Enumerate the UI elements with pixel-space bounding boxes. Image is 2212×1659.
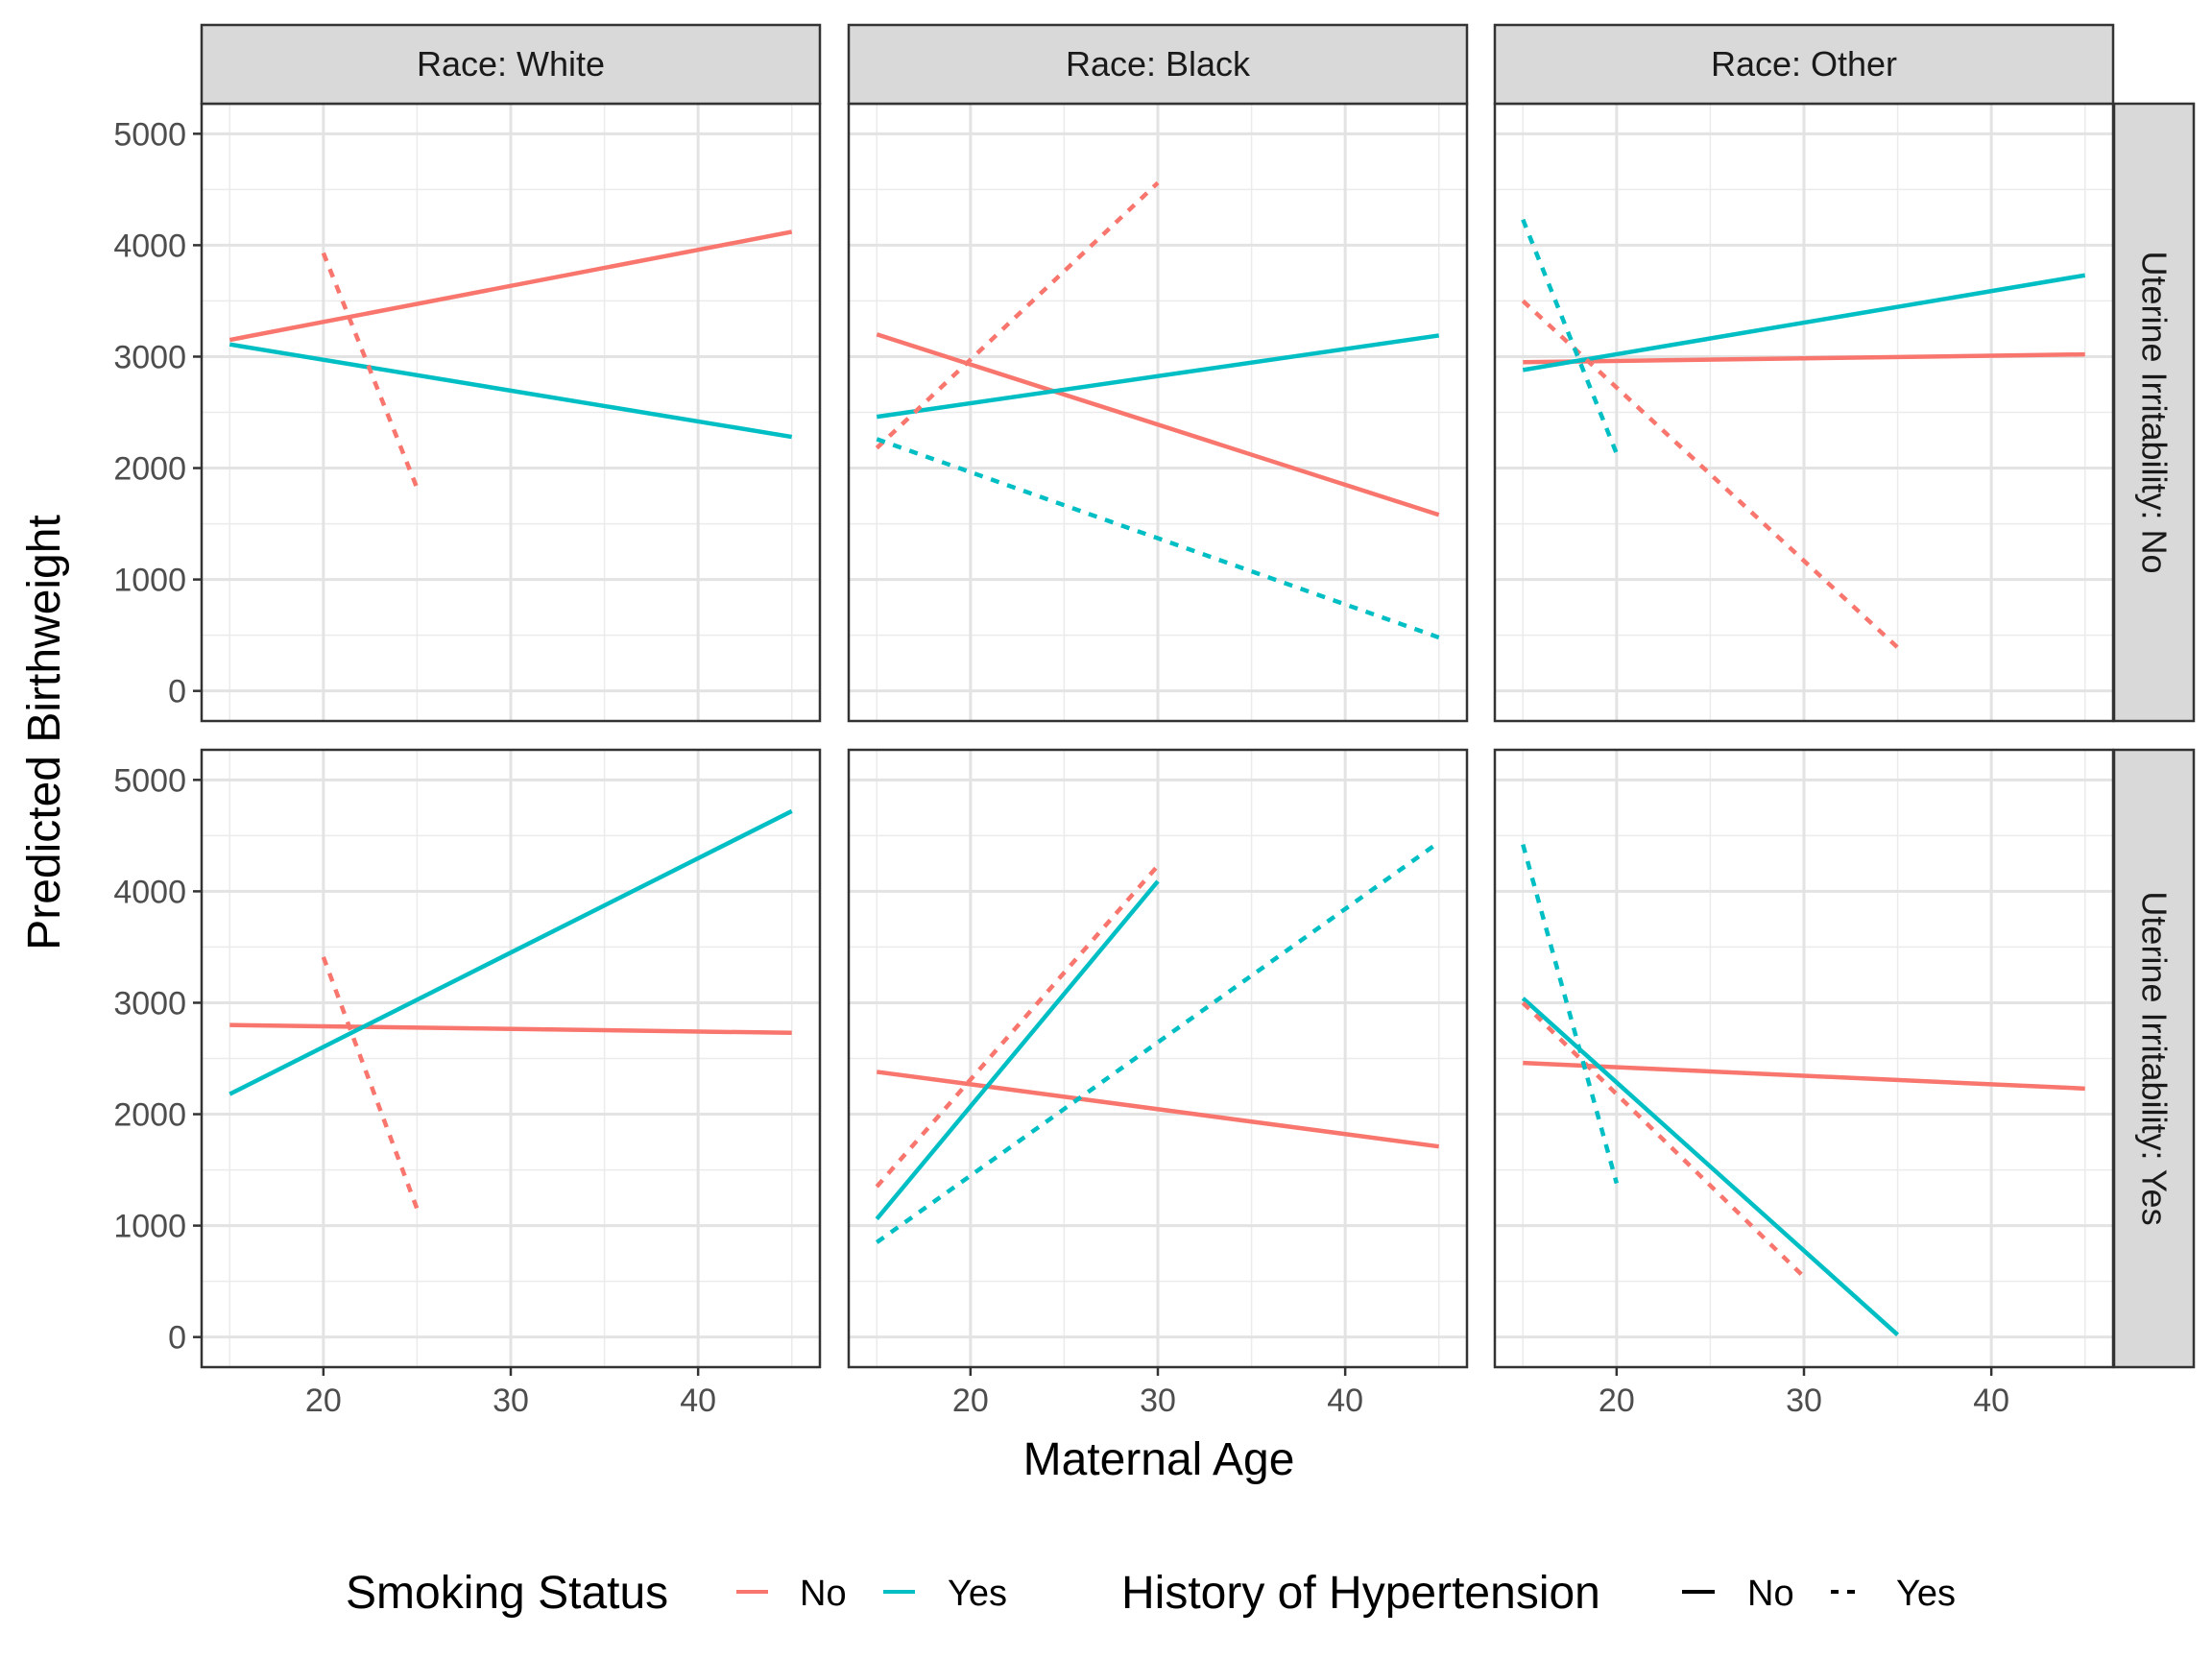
series-line-smoking-no-hypertension-no	[1523, 351, 2085, 365]
row-strip-1: Uterine Irritability: Yes	[2112, 748, 2196, 1369]
series-line-smoking-yes-hypertension-yes	[1521, 844, 1620, 1185]
legend: Smoking Status No Yes History of Hyperte…	[346, 1568, 1956, 1619]
y-tick-label: 1000	[113, 1209, 186, 1245]
x-tick-label: 40	[1973, 1382, 2009, 1419]
series-line-smoking-no-hypertension-yes	[321, 252, 420, 490]
column-strip-0: Race: White	[200, 23, 822, 106]
series-line-smoking-no-hypertension-yes	[1521, 1000, 1806, 1279]
panel-r1-c2	[1493, 748, 2115, 1369]
column-strip-1: Race: Black	[847, 23, 1469, 106]
axes: 0 1000 2000 3000 4000 5000 0 1000 2000 3000 4000 50…	[113, 116, 2009, 1419]
y-tick-label: 3000	[113, 985, 186, 1022]
strip-background	[1493, 23, 2115, 106]
series-line-smoking-no-hypertension-yes	[875, 180, 1160, 450]
y-tick-label: 5000	[113, 116, 186, 153]
strip-background	[2112, 102, 2196, 723]
x-tick-label: 20	[952, 1382, 989, 1419]
series-line-smoking-yes-hypertension-yes	[875, 840, 1441, 1244]
series-line-smoking-yes-hypertension-no	[876, 333, 1440, 420]
legend-label-smoking-no: No	[800, 1574, 847, 1614]
panel-r0-c1	[847, 102, 1469, 723]
y-axis-title: Predicted Birthweight	[19, 515, 70, 950]
y-tick-label: 4000	[113, 228, 186, 264]
y-tick-label: 2000	[113, 451, 186, 488]
strip-label: Uterine Irritability: Yes	[2135, 891, 2175, 1225]
series-line-smoking-no-hypertension-no	[1523, 1060, 2085, 1092]
column-strip-2: Race: Other	[1493, 23, 2115, 106]
x-tick-label: 30	[493, 1382, 529, 1419]
y-tick-label: 5000	[113, 762, 186, 799]
series-line-smoking-yes-hypertension-no	[1522, 273, 2086, 373]
strip-label: Race: White	[417, 44, 605, 84]
series-line-smoking-yes-hypertension-no	[228, 808, 793, 1096]
y-tick-label: 1000	[113, 563, 186, 599]
y-tick-label: 4000	[113, 874, 186, 910]
panels	[200, 102, 2115, 1369]
y-tick-label: 3000	[113, 339, 186, 375]
panel-r1-c1	[847, 748, 1469, 1369]
series-line-smoking-no-hypertension-no	[876, 1070, 1440, 1149]
x-tick-label: 20	[1599, 1382, 1635, 1419]
y-tick-label: 0	[168, 674, 186, 710]
y-tick-label: 2000	[113, 1097, 186, 1134]
strip-label: Uterine Irritability: No	[2135, 251, 2175, 573]
legend-title-hypertension: History of Hypertension	[1121, 1568, 1600, 1619]
series-line-smoking-yes-hypertension-yes	[876, 437, 1440, 640]
series-line-smoking-no-hypertension-yes	[875, 864, 1160, 1189]
series-line-smoking-yes-hypertension-no	[875, 879, 1160, 1221]
row-strip-0: Uterine Irritability: No	[2112, 102, 2196, 723]
x-tick-label: 40	[1327, 1382, 1363, 1419]
x-axis-title: Maternal Age	[1023, 1434, 1295, 1485]
facet-strips: Race: White Race: Black Race: Other Uterine…	[200, 23, 2196, 1369]
series-line-smoking-no-hypertension-no	[876, 332, 1440, 517]
strip-label: Race: Black	[1066, 44, 1251, 84]
series-line-smoking-yes-hypertension-no	[1521, 997, 1900, 1337]
series-line-smoking-no-hypertension-no	[229, 1022, 792, 1036]
strip-background	[847, 23, 1469, 106]
legend-title-smoking: Smoking Status	[346, 1568, 668, 1619]
series-line-smoking-yes-hypertension-yes	[1521, 218, 1619, 455]
legend-label-hypertension-yes: Yes	[1896, 1574, 1956, 1614]
strip-background	[200, 23, 822, 106]
x-tick-label: 40	[680, 1382, 716, 1419]
x-tick-label: 30	[1140, 1382, 1176, 1419]
y-tick-label: 0	[168, 1320, 186, 1357]
strip-label: Race: Other	[1711, 44, 1897, 84]
legend-label-smoking-yes: Yes	[948, 1574, 1007, 1614]
x-tick-label: 20	[305, 1382, 342, 1419]
series-line-smoking-no-hypertension-no	[228, 229, 793, 343]
x-tick-label: 30	[1786, 1382, 1822, 1419]
panel-r0-c2	[1493, 102, 2115, 723]
strip-background	[2112, 748, 2196, 1369]
legend-label-hypertension-no: No	[1747, 1574, 1794, 1614]
panel-r1-c0	[200, 748, 822, 1369]
series-line-smoking-yes-hypertension-no	[228, 342, 793, 440]
panel-r0-c0	[200, 102, 822, 723]
